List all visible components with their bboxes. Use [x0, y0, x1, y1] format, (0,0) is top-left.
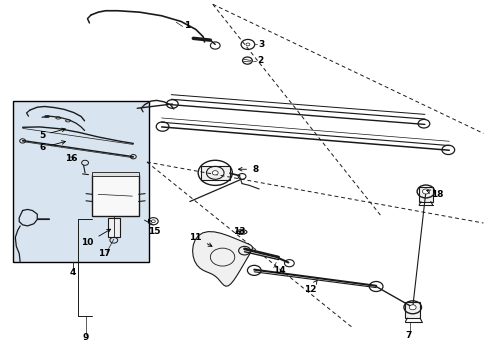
Text: 11: 11 — [189, 233, 212, 246]
Text: 18: 18 — [426, 190, 443, 199]
Text: 13: 13 — [233, 228, 245, 237]
Bar — [92, 172, 139, 176]
Text: 14: 14 — [272, 266, 285, 275]
Text: 15: 15 — [148, 219, 160, 237]
Bar — [92, 175, 139, 216]
Circle shape — [408, 305, 415, 310]
Text: 3: 3 — [258, 40, 264, 49]
Bar — [418, 187, 432, 202]
Circle shape — [422, 189, 428, 194]
Text: 8: 8 — [238, 165, 258, 174]
Text: 9: 9 — [82, 333, 89, 342]
Text: 10: 10 — [81, 229, 110, 247]
Text: 4: 4 — [69, 268, 76, 277]
Text: 1: 1 — [183, 21, 189, 30]
Text: 17: 17 — [98, 249, 111, 258]
Text: 7: 7 — [405, 332, 411, 341]
Circle shape — [151, 220, 155, 223]
Text: 5: 5 — [39, 128, 65, 140]
Circle shape — [245, 43, 249, 46]
Text: 6: 6 — [39, 141, 65, 152]
Text: 16: 16 — [65, 154, 78, 163]
Circle shape — [212, 171, 218, 175]
Ellipse shape — [236, 230, 246, 234]
Bar — [200, 166, 229, 180]
Text: 12: 12 — [304, 280, 317, 294]
Text: 2: 2 — [257, 56, 264, 65]
Bar — [108, 218, 120, 237]
Bar — [13, 101, 149, 262]
Bar — [405, 302, 419, 318]
Polygon shape — [192, 231, 252, 286]
